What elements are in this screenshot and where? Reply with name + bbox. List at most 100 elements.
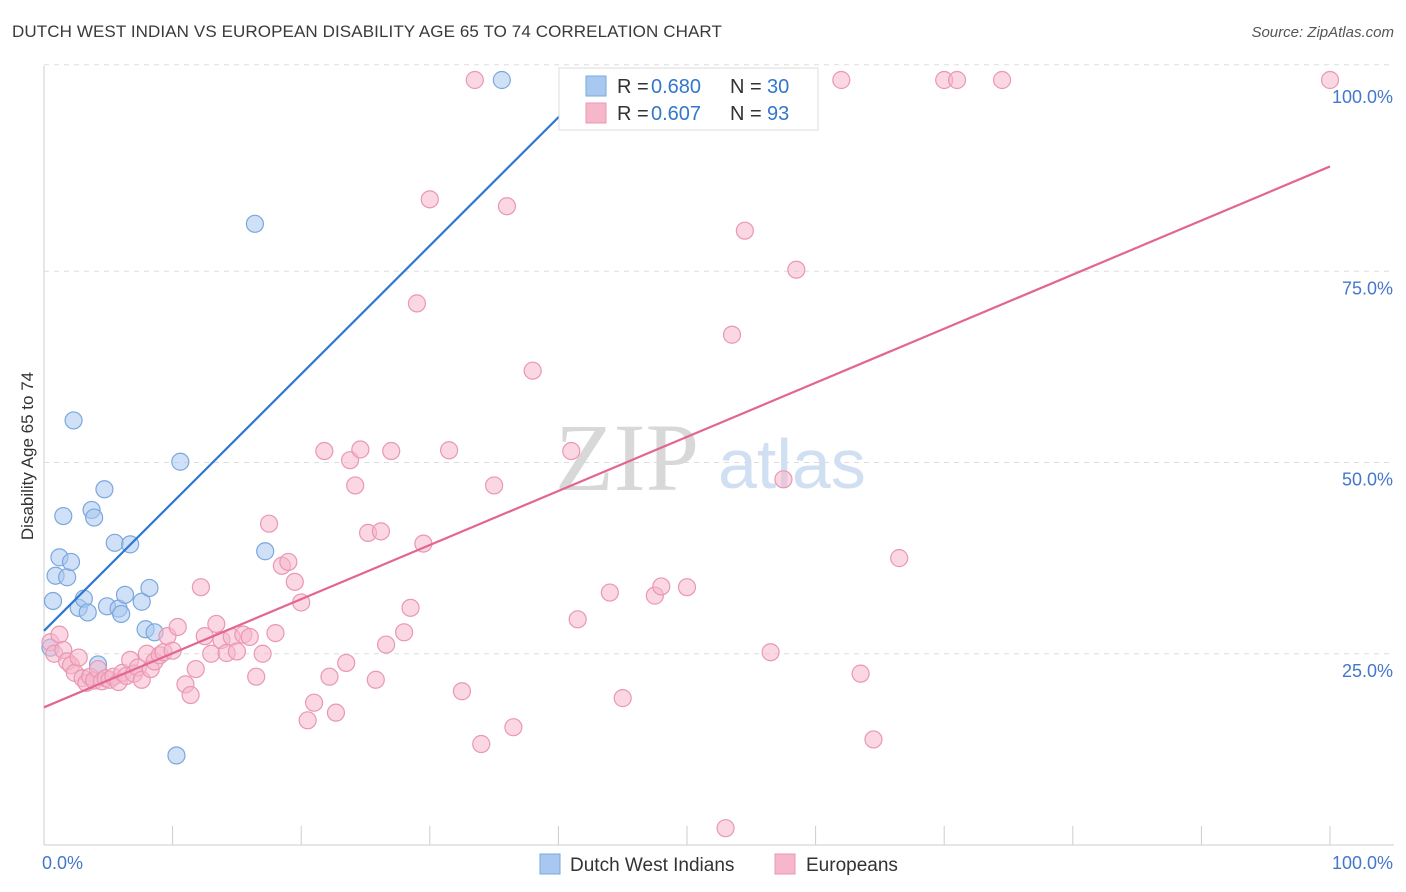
dutch-west-indians-point	[245, 214, 265, 233]
dutch-west-indians-point	[58, 568, 77, 587]
europeans-point	[420, 190, 439, 209]
europeans-point	[864, 730, 883, 749]
dutch-west-indians-point	[64, 411, 83, 430]
europeans-point	[407, 294, 427, 313]
europeans-point	[253, 644, 272, 663]
europeans-point	[439, 441, 459, 460]
europeans-point	[832, 70, 851, 90]
dutch-west-indians-point	[115, 585, 135, 604]
europeans-point	[247, 667, 266, 686]
legend-n-label-blue: N =	[730, 76, 762, 98]
series-legend: Dutch West Indians Europeans	[539, 853, 898, 876]
europeans-point	[346, 476, 365, 495]
europeans-point	[191, 578, 210, 597]
dutch-west-indians-points	[41, 70, 511, 765]
europeans-point	[613, 689, 632, 708]
legend-r-label-pink: R =	[617, 103, 649, 125]
dutch-west-indians-point	[256, 542, 275, 561]
europeans-point	[562, 441, 581, 461]
europeans-point	[465, 70, 484, 90]
dutch-west-indians-point	[54, 506, 73, 526]
dutch-west-indians-point	[171, 452, 190, 471]
series-legend-label-pink: Europeans	[806, 855, 898, 876]
europeans-point	[366, 670, 385, 689]
legend-n-label-pink: N =	[730, 103, 762, 125]
europeans-point	[761, 643, 780, 662]
dutch-west-indians-point	[85, 508, 104, 527]
europeans-point	[337, 653, 356, 673]
dutch-west-indians-point	[95, 480, 114, 499]
europeans-point	[376, 635, 396, 654]
dutch-west-indians-point	[105, 533, 124, 552]
europeans-point	[504, 718, 523, 737]
legend-r-value-pink: 0.607	[651, 103, 701, 125]
europeans-point	[285, 572, 304, 591]
europeans-point	[1320, 70, 1340, 90]
europeans-point	[326, 703, 346, 722]
europeans-point	[304, 693, 324, 712]
europeans-point	[774, 470, 793, 489]
y-tick-label: 100.0%	[1332, 87, 1393, 107]
europeans-point	[485, 476, 504, 495]
watermark: ZIP atlas	[555, 404, 866, 511]
europeans-point	[851, 664, 870, 683]
y-tick-label: 25.0%	[1342, 661, 1393, 681]
dutch-west-indians-point	[492, 70, 511, 90]
legend-r-label-blue: R =	[617, 76, 649, 98]
europeans-point	[947, 70, 967, 90]
legend-r-value-blue: 0.680	[651, 76, 701, 98]
y-tick-label: 50.0%	[1342, 470, 1393, 490]
gridlines	[44, 64, 1394, 655]
watermark-atlas: atlas	[718, 425, 866, 503]
y-axis-title: Disability Age 65 to 74	[18, 372, 37, 540]
legend-n-value-blue: 30	[767, 76, 789, 98]
europeans-point	[401, 598, 420, 617]
europeans-point	[168, 617, 187, 637]
europeans-point	[382, 441, 401, 461]
europeans-point	[890, 549, 909, 568]
europeans-point	[677, 578, 697, 597]
europeans-point	[371, 522, 391, 541]
europeans-point	[207, 614, 226, 634]
europeans-point	[227, 642, 246, 661]
europeans-point	[722, 325, 742, 344]
europeans-trendline	[43, 165, 1331, 709]
series-legend-swatch-pink	[774, 853, 796, 875]
trendlines	[43, 107, 1331, 709]
chart-source: Source: ZipAtlas.com	[1251, 24, 1394, 41]
y-tick-label: 75.0%	[1342, 278, 1393, 298]
europeans-point	[787, 260, 806, 279]
series-legend-label-blue: Dutch West Indians	[570, 855, 734, 876]
europeans-point	[497, 197, 517, 216]
chart-title: DUTCH WEST INDIAN VS EUROPEAN DISABILITY…	[12, 22, 722, 41]
europeans-point	[652, 577, 671, 596]
dutch-west-indians-point	[132, 592, 151, 611]
plot-frame	[43, 66, 1394, 846]
dutch-west-indians-point	[140, 578, 159, 598]
dutch-west-indians-point	[43, 591, 63, 611]
legend-n-value-pink: 93	[767, 103, 789, 125]
x-ticks	[172, 826, 1331, 845]
legend-swatch-blue	[585, 75, 607, 97]
europeans-point	[298, 711, 317, 730]
europeans-point	[240, 627, 259, 647]
europeans-point	[50, 625, 69, 644]
europeans-point	[452, 682, 472, 701]
dutch-west-indians-point	[167, 746, 186, 765]
europeans-point	[266, 623, 285, 643]
legend-swatch-pink	[585, 102, 607, 124]
europeans-point	[394, 623, 414, 642]
dutch-west-indians-point	[78, 603, 97, 622]
x-tick-label: 0.0%	[42, 853, 83, 873]
stats-legend: R = 0.680 N = 30 R = 0.607 N = 93	[558, 67, 819, 131]
europeans-point	[472, 734, 491, 754]
europeans-point	[315, 441, 334, 461]
europeans-point	[320, 667, 339, 686]
europeans-point	[735, 221, 754, 240]
y-tick-labels: 25.0% 50.0% 75.0% 100.0%	[1332, 87, 1393, 681]
europeans-point	[992, 70, 1012, 90]
europeans-point	[181, 685, 200, 705]
europeans-point	[716, 819, 735, 838]
watermark-zip: ZIP	[555, 404, 699, 511]
